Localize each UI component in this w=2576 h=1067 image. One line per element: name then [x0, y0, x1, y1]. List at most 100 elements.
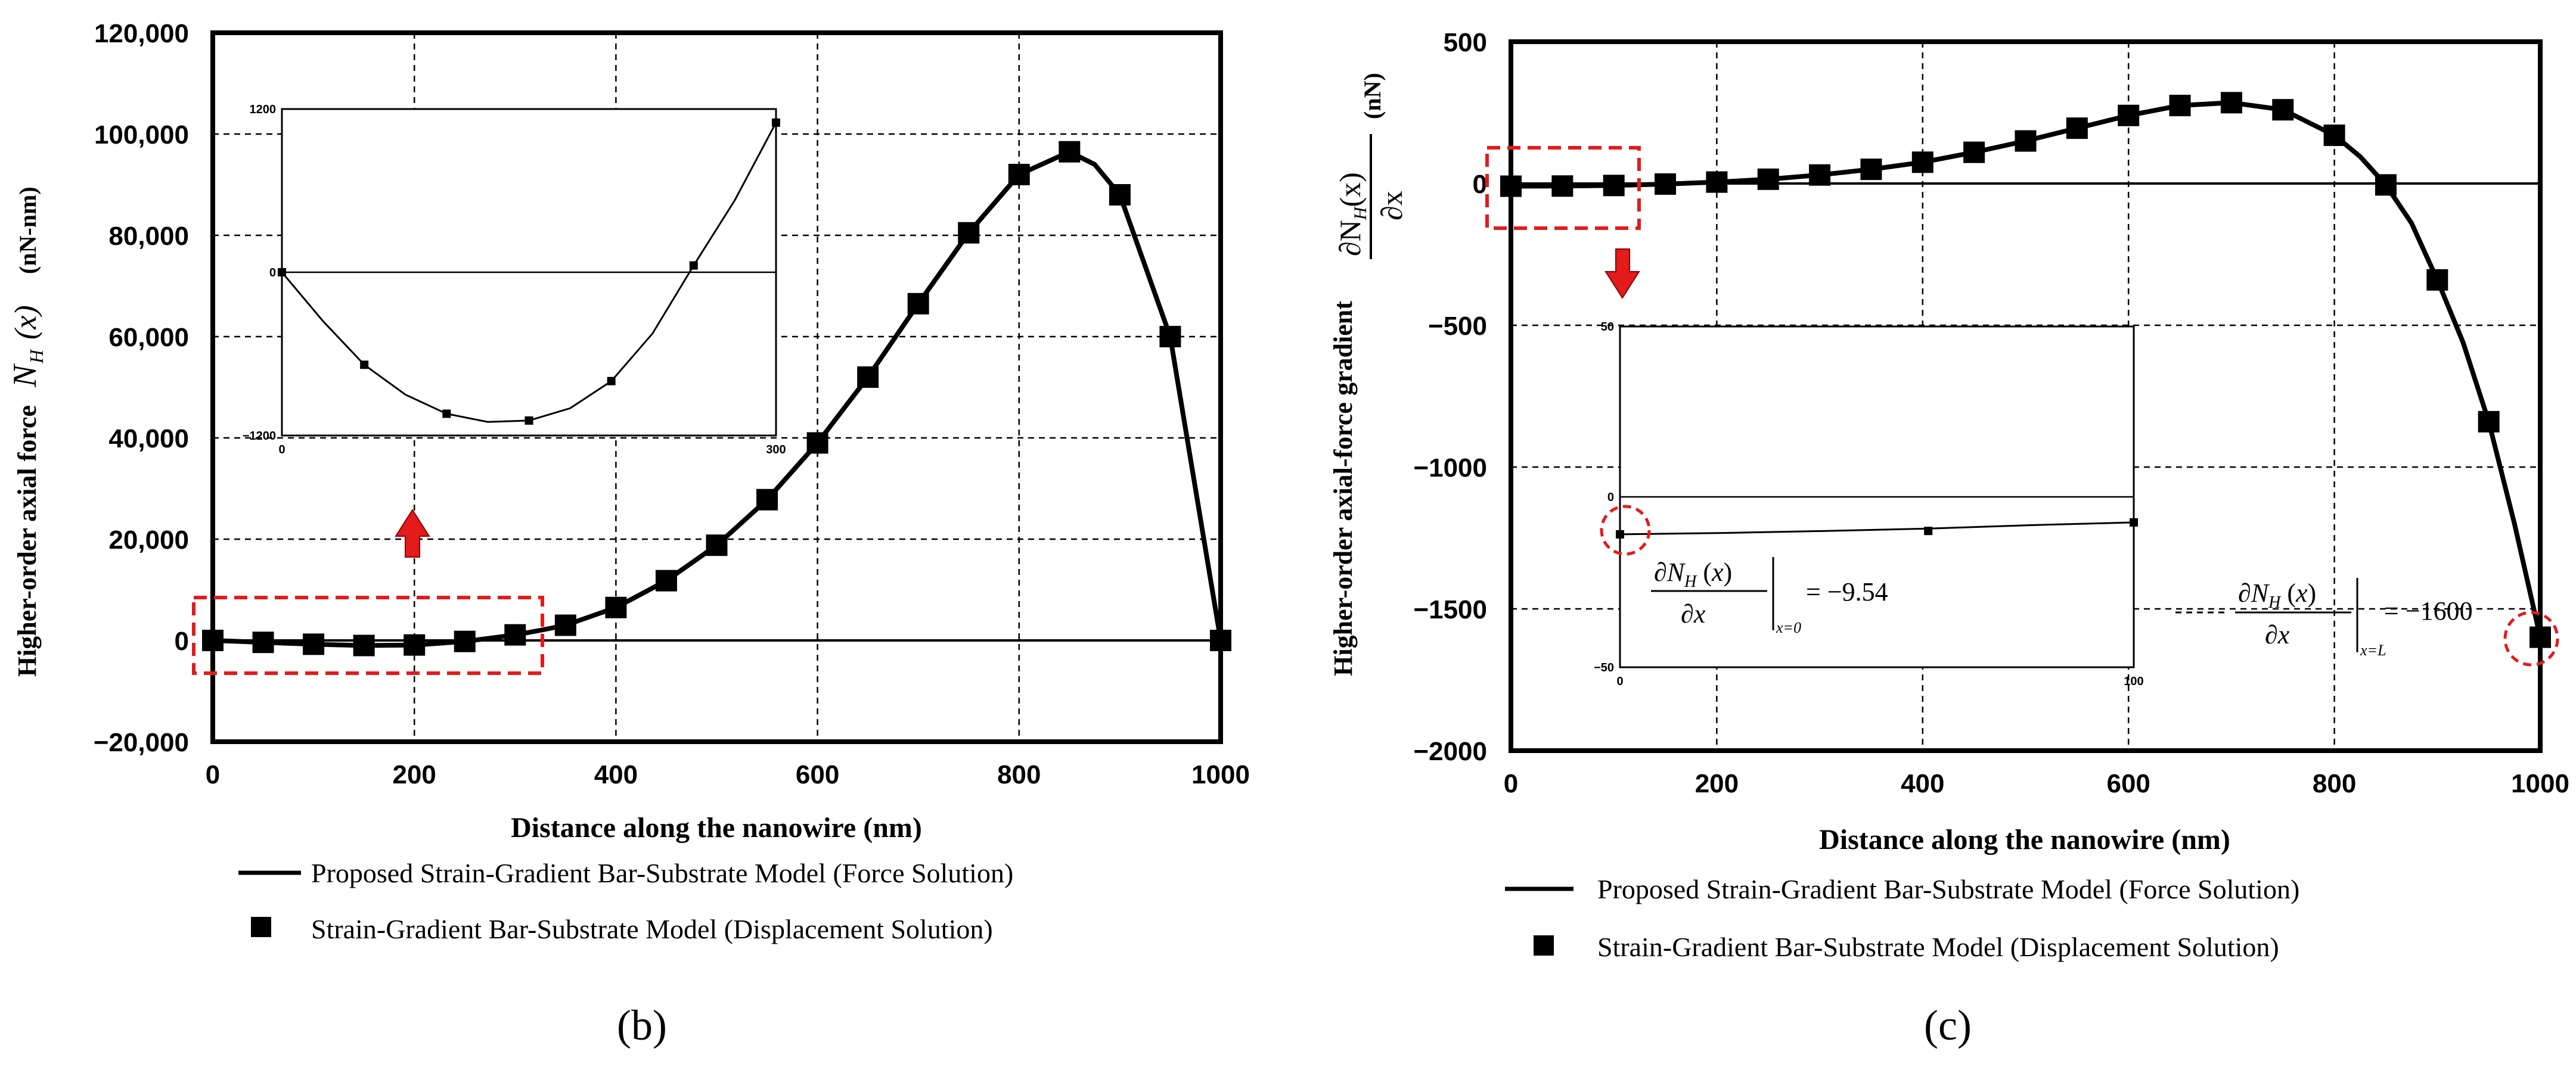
b-ylabel-sub: H	[26, 349, 47, 364]
c-inset-start-circle	[1600, 505, 1651, 556]
b-ytick-label: 80,000	[108, 222, 189, 251]
b-ytick-label: 100,000	[94, 120, 189, 150]
c-inset-ytick-label: −50	[1594, 661, 1614, 674]
c-inset-marker	[1924, 527, 1933, 536]
b-marker-point	[1159, 326, 1181, 347]
b-plot-area	[202, 141, 1231, 657]
c-marker-point	[2323, 125, 2345, 147]
c-ytick-label: 0	[1473, 170, 1487, 199]
b-x-tick-labels: 0 200 400 600 800 1000	[206, 760, 1250, 789]
b-legend-label-force: Proposed Strain-Gradient Bar-Substrate M…	[311, 858, 1013, 888]
c-y-axis-title: Higher-order axial-force gradient ∂NH(x)…	[1329, 73, 1408, 676]
c-marker-point	[2015, 130, 2037, 152]
b-marker-point	[454, 630, 476, 652]
b-inset-marker	[360, 360, 369, 369]
b-red-arrow-icon	[395, 509, 430, 558]
b-marker-point	[857, 366, 879, 388]
b-xtick-label: 1000	[1191, 760, 1250, 789]
b-ytick-label: 0	[175, 627, 189, 656]
b-inset-marker	[607, 377, 616, 385]
c-inset: 500−500 100	[1594, 321, 2144, 688]
c-xtick-label: 0	[1504, 769, 1518, 798]
b-marker-point	[252, 632, 274, 654]
b-ylabel-symbol: N	[7, 363, 44, 388]
b-inset-marker	[278, 268, 286, 276]
c-marker-point	[1860, 158, 1882, 181]
b-xtick-label: 600	[796, 760, 839, 789]
c-xtick-label: 400	[1901, 769, 1944, 798]
b-ytick-label: 40,000	[108, 424, 189, 453]
b-marker-point	[907, 293, 929, 315]
c-inset-marker	[1616, 530, 1624, 539]
b-ytick-label: 60,000	[108, 323, 189, 352]
c-marker-point	[2169, 95, 2191, 117]
b-marker-point	[353, 634, 375, 657]
b-ylabel-text: Higher-order axial force	[13, 405, 42, 677]
b-xtick-label: 800	[997, 760, 1041, 789]
c-ytick-label: −500	[1428, 312, 1487, 341]
c-legend-label-force: Proposed Strain-Gradient Bar-Substrate M…	[1597, 874, 2299, 904]
b-marker-point	[655, 570, 677, 592]
c-legend-label-displacement: Strain-Gradient Bar-Substrate Model (Dis…	[1597, 932, 2279, 962]
b-ytick-label: 20,000	[108, 525, 189, 555]
c-annotation-right: ∂NH (x) ∂x x=L = −1600	[2175, 578, 2473, 659]
b-legend-marker-swatch	[251, 917, 271, 937]
c-ytick-label: −2000	[1413, 737, 1487, 766]
b-marker-point	[756, 489, 778, 511]
b-marker-point	[1008, 164, 1030, 185]
c-ann-left-value: = −9.54	[1806, 577, 1888, 606]
c-marker-point	[2066, 117, 2088, 139]
c-plot-frame	[1509, 39, 2543, 753]
b-ytick-label: 120,000	[94, 19, 189, 48]
b-marker-point	[706, 534, 728, 556]
c-panel-label: (c)	[1924, 1001, 1972, 1049]
c-ylabel-denominator: ∂x	[1375, 191, 1408, 220]
b-marker-point	[1109, 184, 1131, 206]
b-ytick-label: −20,000	[94, 728, 189, 757]
c-ann-left-sub: x=0	[1776, 619, 1801, 636]
c-marker-point	[2220, 92, 2242, 114]
c-marker-point	[1757, 168, 1779, 190]
c-inset-ytick-label: 0	[1607, 491, 1614, 504]
c-legend-marker-swatch	[1534, 935, 1554, 956]
b-xtick-label: 400	[594, 760, 638, 789]
b-inset-ytick-label: −1200	[243, 430, 276, 443]
c-x-tick-labels: 0 200 400 600 800 1000	[1504, 769, 2569, 798]
b-xtick-label: 200	[392, 760, 436, 789]
b-marker-point	[303, 633, 325, 655]
b-legend-label-displacement: Strain-Gradient Bar-Substrate Model (Dis…	[311, 914, 993, 944]
b-ylabel-unit: (nN-nm)	[14, 186, 41, 274]
c-ytick-label: −1000	[1413, 453, 1487, 483]
c-ann-right-sub: x=L	[2360, 642, 2386, 659]
c-ytick-label: −1500	[1413, 595, 1487, 624]
c-end-point-circle	[2503, 611, 2559, 667]
b-marker-point	[806, 432, 828, 454]
c-inset-xtick-label: 0	[1616, 675, 1623, 688]
c-ann-right-num: ∂NH (x)	[2238, 578, 2316, 612]
c-ann-right-den: ∂x	[2265, 620, 2290, 649]
b-inset-ytick-label: 1200	[250, 103, 277, 116]
c-inset-line	[1619, 521, 2134, 536]
c-marker-point	[2118, 104, 2140, 126]
c-xtick-label: 200	[1695, 769, 1739, 798]
b-y-axis-title: Higher-order axial force N H (x) (nN-nm)	[7, 186, 47, 677]
b-inset-xtick-label: 0	[278, 443, 285, 456]
b-xtick-label: 0	[206, 760, 220, 789]
c-marker-point	[1551, 175, 1573, 197]
c-xtick-label: 800	[2313, 769, 2356, 798]
c-x-axis-title: Distance along the nanowire (nm)	[1819, 824, 2230, 856]
c-ylabel-unit: (nN)	[1359, 73, 1386, 119]
c-marker-point	[1655, 173, 1677, 195]
c-xtick-label: 1000	[2511, 769, 2569, 798]
b-inset-marker	[442, 409, 451, 418]
c-marker-point	[2272, 99, 2294, 121]
c-ann-left-den: ∂x	[1681, 599, 1706, 629]
b-legend: Proposed Strain-Gradient Bar-Substrate M…	[238, 858, 1013, 944]
c-ytick-label: 500	[1444, 28, 1487, 57]
c-y-tick-labels: −2000 −1500 −1000 −500 0 500	[1413, 28, 1487, 766]
b-marker-point	[404, 634, 426, 656]
b-ylabel-arg: (x)	[9, 305, 43, 340]
